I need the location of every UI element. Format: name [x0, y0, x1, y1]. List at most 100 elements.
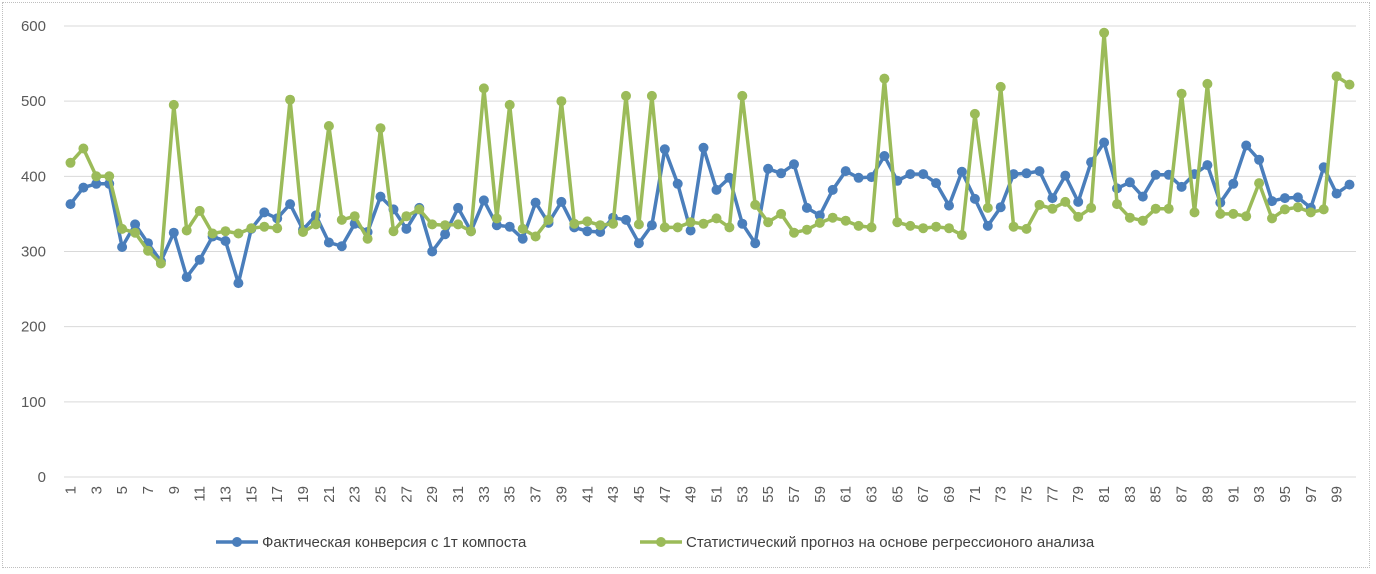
x-tick-label: 31 [450, 486, 467, 503]
data-point [931, 221, 942, 232]
data-point [1021, 168, 1032, 179]
data-point [827, 212, 838, 223]
data-point [117, 223, 128, 234]
data-point [1241, 140, 1252, 151]
x-tick-label: 47 [657, 486, 674, 503]
data-point [1150, 169, 1161, 180]
data-point [905, 220, 916, 231]
legend: Фактическая конверсия с 1т компоста Стат… [216, 534, 1095, 551]
data-point [737, 90, 748, 101]
x-tick-label: 57 [786, 486, 803, 503]
data-point [375, 191, 386, 202]
data-point [65, 157, 76, 168]
y-tick-label: 0 [38, 469, 46, 486]
data-point [401, 211, 412, 222]
x-tick-label: 53 [734, 486, 751, 503]
data-point [194, 205, 205, 216]
data-point [789, 227, 799, 238]
data-point [724, 172, 735, 183]
data-point [608, 218, 619, 229]
x-tick-label: 71 [967, 486, 984, 503]
data-point [1060, 196, 1071, 207]
data-point [130, 227, 141, 238]
data-point [1176, 181, 1187, 192]
data-point [1267, 196, 1277, 207]
x-tick-label: 77 [1044, 486, 1061, 503]
data-point [892, 217, 903, 228]
x-tick-label: 69 [941, 486, 958, 503]
data-point [440, 220, 451, 231]
data-point [698, 142, 709, 153]
data-point [1202, 78, 1213, 89]
data-point [401, 223, 412, 234]
data-point [504, 99, 515, 110]
data-point [1228, 208, 1239, 219]
data-point [453, 202, 464, 213]
data-point [659, 222, 670, 233]
data-point [801, 202, 812, 213]
data-point [388, 226, 399, 237]
data-point [879, 151, 890, 161]
x-tick-label: 45 [631, 486, 648, 503]
data-point [1344, 79, 1355, 90]
data-point [1292, 202, 1303, 213]
data-point [1202, 160, 1213, 171]
data-point [233, 278, 244, 289]
x-tick-label: 9 [166, 486, 183, 494]
data-point [1318, 204, 1329, 215]
x-tick-label: 19 [295, 486, 312, 503]
series-line-1 [69, 31, 1351, 266]
data-point [1047, 203, 1058, 214]
data-point [155, 258, 166, 269]
data-point [685, 217, 696, 228]
data-point [194, 254, 205, 265]
data-point [1034, 199, 1045, 210]
data-point [168, 227, 179, 238]
data-point [1073, 211, 1084, 222]
data-point [1112, 199, 1122, 210]
series-1 [65, 27, 1355, 269]
data-point [78, 182, 89, 193]
data-point [349, 211, 360, 222]
data-point [91, 171, 102, 182]
x-tick-label: 51 [708, 486, 725, 503]
data-point [995, 81, 1006, 92]
data-point [1124, 212, 1135, 223]
data-point [556, 96, 567, 107]
x-tick-label: 29 [424, 486, 441, 503]
y-tick-label: 300 [21, 244, 46, 261]
series-lines [65, 27, 1355, 289]
data-point [207, 228, 218, 239]
data-point [1254, 154, 1265, 165]
data-point [1163, 203, 1174, 214]
data-point [504, 221, 515, 232]
data-point [1086, 202, 1097, 213]
data-point [1254, 178, 1265, 189]
data-point [905, 169, 916, 180]
x-tick-label: 27 [398, 486, 415, 503]
x-tick-label: 5 [114, 486, 131, 494]
data-point [1215, 208, 1226, 219]
data-point [879, 73, 890, 84]
x-tick-label: 93 [1251, 486, 1268, 503]
data-point [853, 172, 864, 183]
x-tick-label: 91 [1225, 486, 1242, 503]
data-point [310, 219, 321, 230]
x-tick-label: 17 [269, 486, 286, 503]
data-point [789, 159, 799, 170]
x-tick-label: 35 [502, 486, 519, 503]
data-point [1331, 188, 1342, 199]
data-point [672, 178, 683, 189]
x-tick-label: 61 [838, 486, 855, 503]
data-point [466, 226, 476, 237]
y-tick-label: 600 [21, 18, 46, 35]
data-point [453, 219, 464, 230]
x-tick-label: 33 [476, 486, 493, 503]
data-point [1137, 191, 1148, 202]
x-tick-label: 59 [812, 486, 829, 503]
data-point [763, 217, 774, 228]
data-point [956, 166, 967, 177]
data-point [323, 121, 334, 131]
data-point [246, 223, 257, 234]
